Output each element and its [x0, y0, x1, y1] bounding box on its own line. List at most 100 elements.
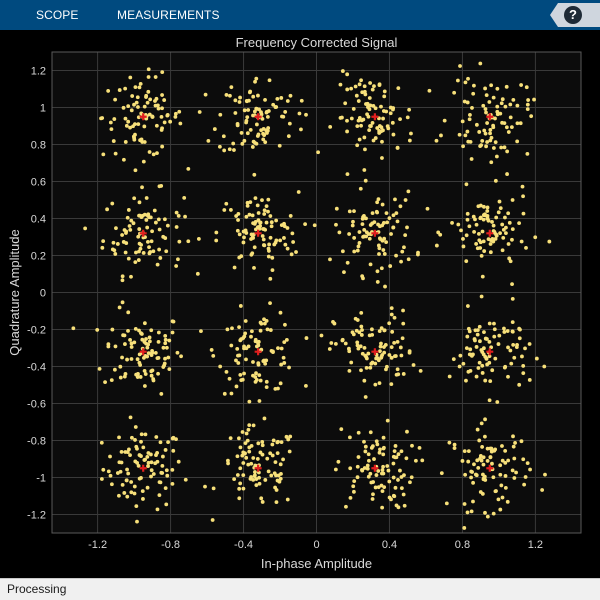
- symbol-point: [176, 459, 181, 464]
- symbol-point: [237, 353, 242, 358]
- symbol-point: [356, 99, 361, 103]
- symbol-point: [399, 449, 404, 454]
- symbol-point: [362, 345, 367, 350]
- symbol-point: [159, 392, 164, 396]
- symbol-point: [504, 84, 509, 89]
- symbol-point: [258, 328, 263, 333]
- symbol-point: [354, 93, 359, 98]
- help-area: ?: [546, 0, 600, 30]
- reference-point: [139, 348, 147, 356]
- symbol-point: [377, 236, 382, 241]
- symbol-point: [391, 107, 395, 112]
- symbol-point: [255, 134, 260, 138]
- symbol-point: [355, 143, 360, 148]
- symbol-point: [345, 72, 350, 77]
- symbol-point: [464, 182, 469, 187]
- symbol-point: [368, 430, 373, 435]
- symbol-point: [499, 145, 504, 150]
- symbol-point: [183, 214, 187, 219]
- symbol-point: [257, 481, 262, 486]
- symbol-point: [500, 444, 504, 448]
- symbol-point: [142, 140, 147, 144]
- symbol-point: [527, 342, 532, 346]
- symbol-point: [252, 245, 257, 250]
- symbol-point: [210, 518, 215, 522]
- symbol-point: [135, 519, 139, 524]
- symbol-point: [526, 98, 531, 102]
- symbol-point: [176, 257, 180, 262]
- symbol-point: [271, 102, 276, 107]
- symbol-point: [244, 118, 249, 123]
- symbol-point: [352, 489, 356, 494]
- symbol-point: [278, 476, 283, 481]
- scatter-plot[interactable]: -1.2 -0.8 -0.4 0 0.4 0.8 1.2 1.2 1 0.8 0.6 0.4 0.2 0 -…: [0, 30, 600, 578]
- symbol-point: [401, 321, 406, 326]
- symbol-point: [262, 243, 267, 248]
- symbol-point: [507, 220, 512, 225]
- symbol-point: [355, 464, 360, 469]
- symbol-point: [267, 249, 271, 253]
- help-icon[interactable]: ?: [564, 6, 582, 24]
- symbol-point: [203, 484, 207, 489]
- symbol-point: [510, 282, 514, 287]
- symbol-point: [392, 354, 397, 359]
- symbol-point: [243, 331, 248, 336]
- symbol-point: [527, 378, 532, 382]
- tab-scope[interactable]: SCOPE: [36, 8, 79, 22]
- symbol-point: [161, 345, 166, 350]
- symbol-point: [252, 473, 257, 478]
- symbol-point: [165, 113, 170, 117]
- symbol-point: [389, 355, 394, 360]
- symbol-point: [385, 464, 390, 468]
- symbol-point: [237, 255, 242, 260]
- symbol-point: [160, 70, 165, 75]
- x-tick-label: 0.8: [455, 539, 470, 551]
- symbol-point: [144, 218, 149, 222]
- symbol-point: [212, 127, 217, 131]
- y-tick-label: -0.4: [27, 362, 46, 374]
- symbol-point: [71, 326, 76, 331]
- symbol-point: [235, 123, 240, 128]
- symbol-point: [142, 458, 147, 462]
- symbol-point: [499, 483, 504, 488]
- symbol-point: [362, 227, 367, 232]
- symbol-point: [178, 121, 183, 126]
- symbol-point: [126, 208, 131, 212]
- tab-measurements[interactable]: MEASUREMENTS: [117, 8, 220, 22]
- symbol-point: [521, 211, 526, 216]
- symbol-point: [159, 128, 164, 132]
- reference-point: [371, 464, 379, 472]
- symbol-point: [345, 118, 349, 123]
- symbol-point: [385, 220, 390, 225]
- symbol-point: [547, 239, 552, 244]
- symbol-point: [503, 485, 508, 490]
- symbol-point: [503, 474, 508, 478]
- symbol-point: [390, 329, 395, 334]
- symbol-point: [242, 235, 246, 240]
- symbol-point: [142, 124, 147, 129]
- symbol-point: [345, 172, 350, 177]
- symbol-point: [482, 204, 486, 209]
- symbol-point: [282, 224, 287, 229]
- symbol-point: [367, 236, 372, 241]
- symbol-point: [147, 245, 151, 250]
- symbol-point: [533, 235, 538, 240]
- symbol-point: [287, 449, 292, 454]
- symbol-point: [135, 357, 140, 362]
- x-tick-label: 1.2: [528, 539, 543, 551]
- symbol-point: [472, 229, 476, 234]
- symbol-point: [351, 107, 356, 111]
- symbol-point: [402, 245, 406, 250]
- symbol-point: [543, 472, 547, 477]
- symbol-point: [264, 385, 269, 390]
- symbol-point: [149, 474, 153, 479]
- symbol-point: [394, 211, 399, 216]
- symbol-point: [540, 488, 545, 492]
- symbol-point: [506, 374, 510, 379]
- symbol-point: [249, 232, 254, 237]
- symbol-point: [475, 332, 480, 337]
- symbol-point: [466, 76, 470, 81]
- symbol-point: [133, 260, 138, 265]
- symbol-point: [283, 322, 287, 327]
- symbol-point: [355, 340, 360, 345]
